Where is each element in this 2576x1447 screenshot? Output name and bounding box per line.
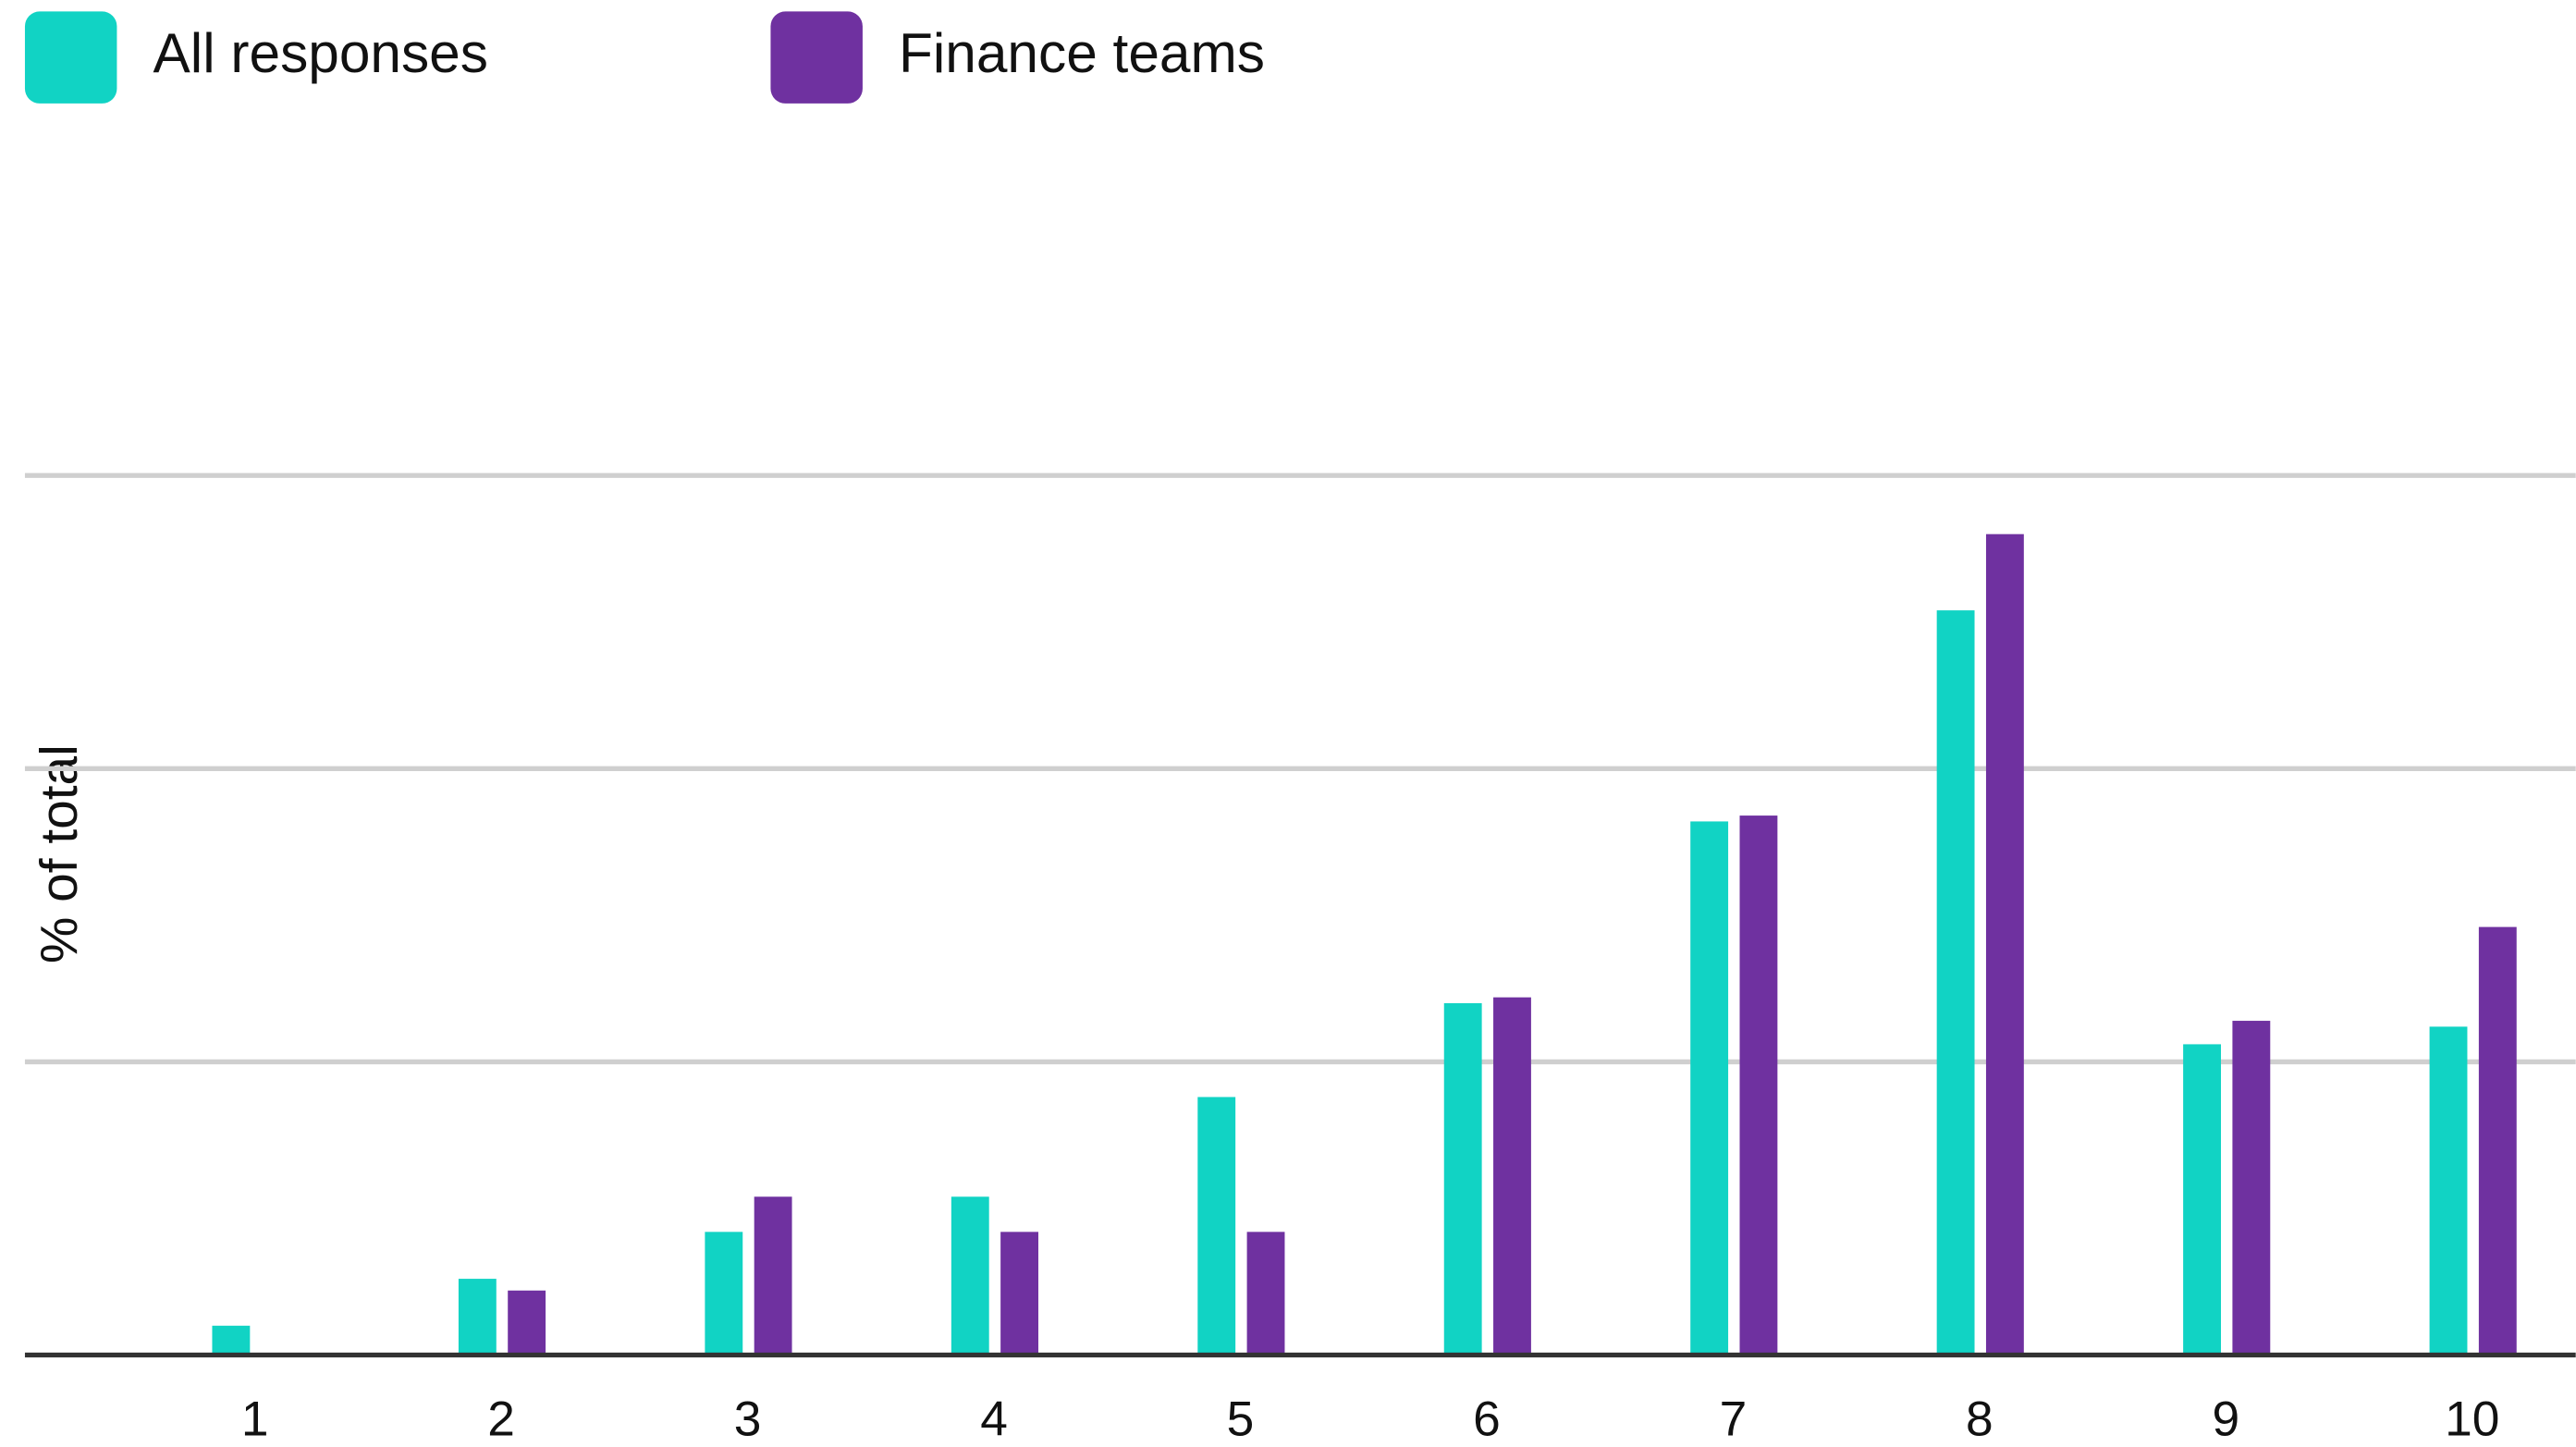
bar: [212, 1325, 251, 1355]
bar: [1246, 1232, 1285, 1355]
legend-label: All responses: [153, 21, 488, 84]
bar: [508, 1290, 546, 1355]
bar: [2478, 926, 2517, 1355]
bar: [1197, 1097, 1236, 1355]
legend-swatch: [24, 11, 117, 104]
x-tick-label: 7: [1720, 1392, 1748, 1446]
bar: [1493, 997, 1531, 1355]
bar: [458, 1279, 497, 1355]
bar: [2232, 1021, 2271, 1355]
bar: [1690, 821, 1729, 1355]
bar: [754, 1196, 792, 1355]
bar: [705, 1232, 743, 1355]
bar: [2429, 1026, 2468, 1355]
x-tick-label: 10: [2445, 1392, 2499, 1446]
bar: [1739, 815, 1778, 1355]
bar: [2183, 1044, 2221, 1355]
x-tick-label: 4: [980, 1392, 1008, 1446]
bar: [1000, 1232, 1038, 1355]
x-tick-label: 3: [734, 1392, 762, 1446]
x-tick-label: 5: [1227, 1392, 1255, 1446]
x-tick-label: 6: [1473, 1392, 1501, 1446]
x-tick-label: 9: [2212, 1392, 2239, 1446]
y-axis-label: % of total: [31, 744, 89, 963]
legend-swatch: [770, 11, 863, 104]
x-tick-label: 8: [1966, 1392, 1993, 1446]
x-tick-label: 1: [241, 1392, 269, 1446]
bar: [1985, 533, 2024, 1355]
bar: [951, 1196, 989, 1355]
bar: [1936, 610, 1975, 1355]
bar: [1443, 1003, 1482, 1355]
legend-label: Finance teams: [899, 21, 1265, 84]
x-tick-label: 2: [487, 1392, 515, 1446]
